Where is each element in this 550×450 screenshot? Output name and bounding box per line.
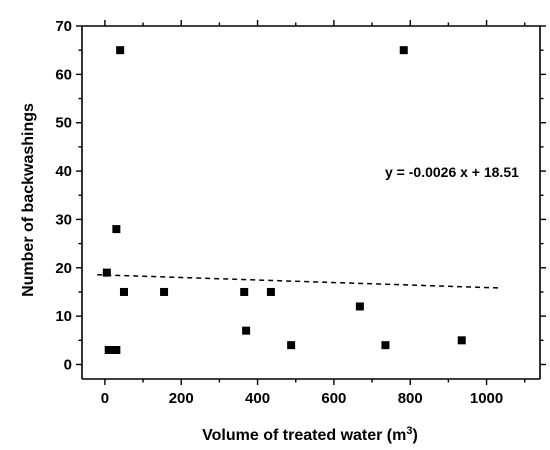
trendline-layer	[97, 273, 499, 289]
data-point	[355, 302, 364, 311]
x-tick-label: 800	[398, 390, 423, 407]
trendline	[97, 273, 499, 289]
x-axis-title: Volume of treated water (m3)	[202, 425, 418, 444]
data-point	[381, 341, 390, 350]
y-tick-label: 20	[55, 260, 72, 277]
x-tick-label: 1000	[470, 390, 503, 407]
data-point	[240, 287, 249, 296]
data-point	[119, 287, 128, 296]
data-point	[112, 225, 121, 234]
y-tick-label: 40	[55, 163, 72, 180]
data-point	[116, 46, 125, 55]
data-point	[242, 326, 251, 335]
x-tick-label: 600	[321, 390, 346, 407]
data-point	[112, 345, 121, 354]
y-axis-title: Number of backwashings	[20, 103, 37, 297]
data-point	[287, 341, 296, 350]
x-tick-label: 200	[169, 390, 194, 407]
data-point	[266, 287, 275, 296]
y-tick-label: 70	[55, 18, 72, 35]
x-tick-label: 400	[245, 390, 270, 407]
data-point	[102, 268, 111, 277]
y-tick-label: 50	[55, 115, 72, 132]
y-tick-label: 10	[55, 308, 72, 325]
data-points	[102, 46, 466, 354]
y-tick-label: 60	[55, 66, 72, 83]
y-tick-label: 30	[55, 211, 72, 228]
data-point	[399, 46, 408, 55]
y-tick-label: 0	[64, 356, 72, 373]
x-tick-label: 0	[101, 390, 109, 407]
axes: 0 200 400 600 800 1000 0 10 20 30 40 50 60 70	[55, 18, 546, 407]
data-point	[457, 336, 466, 345]
data-point	[160, 287, 169, 296]
data-point	[104, 345, 113, 354]
trendline-equation: y = -0.0026 x + 18.51	[385, 164, 519, 180]
